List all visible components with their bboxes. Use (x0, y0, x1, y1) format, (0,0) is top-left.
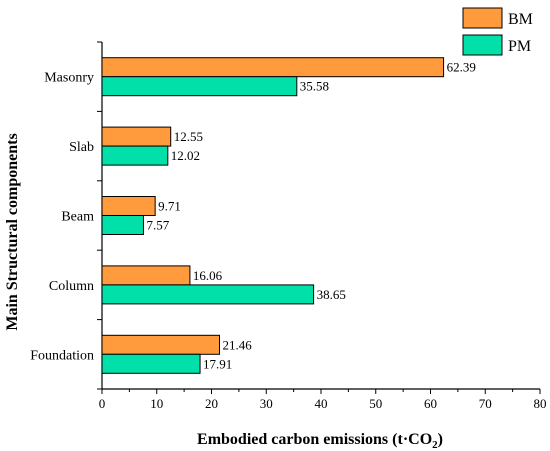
legend-label-bm: BM (508, 11, 533, 28)
bar-pm-foundation (101, 353, 201, 374)
category-label-slab: Slab (69, 140, 94, 155)
value-labels-group: 62.39 35.58 12.55 12.02 9.71 7.57 16.06 38.65 21… (146, 60, 475, 372)
value-label-pm-foundation: 17.91 (203, 356, 232, 371)
y-axis-title: Main Structural components (4, 133, 21, 330)
legend-swatch-bm (462, 7, 503, 29)
value-label-bm-masonry: 62.39 (447, 60, 476, 75)
value-label-bm-foundation: 21.46 (222, 337, 252, 352)
x-tick-label: 10 (150, 396, 163, 411)
bar-bm-foundation (101, 334, 220, 355)
value-label-pm-slab: 12.02 (171, 148, 200, 163)
value-label-pm-beam: 7.57 (146, 218, 169, 233)
category-label-beam: Beam (61, 210, 94, 225)
bar-pm-slab (101, 145, 169, 166)
bar-bm-masonry (101, 57, 445, 78)
value-label-bm-slab: 12.55 (174, 129, 203, 144)
category-label-masonry: Masonry (44, 71, 94, 86)
legend: BM PM (462, 7, 533, 56)
bar-bm-slab (101, 126, 172, 147)
x-axis-title: Embodied carbon emissions (t·CO2) (197, 431, 443, 451)
bar-bm-beam (101, 196, 156, 216)
x-tick-label: 60 (424, 396, 437, 411)
x-tick-label: 0 (99, 396, 106, 411)
y-axis: Masonry Slab Beam Column Foundation (30, 41, 102, 390)
x-tick-label: 50 (369, 396, 382, 411)
x-axis: 0 10 20 30 40 50 60 70 80 (99, 389, 547, 411)
category-label-foundation: Foundation (30, 348, 94, 363)
x-tick-label: 20 (205, 396, 218, 411)
bar-pm-masonry (101, 76, 298, 97)
x-tick-label: 30 (260, 396, 273, 411)
value-label-bm-column: 16.06 (193, 268, 223, 283)
value-label-pm-column: 38.65 (317, 287, 346, 302)
category-label-column: Column (49, 279, 94, 294)
x-tick-label: 80 (534, 396, 547, 411)
bar-pm-column (101, 284, 315, 305)
bars-group (101, 57, 445, 374)
bar-bm-column (101, 265, 191, 286)
legend-label-pm: PM (508, 38, 531, 55)
value-label-pm-masonry: 35.58 (300, 79, 329, 94)
bar-pm-beam (101, 215, 144, 235)
x-tick-label: 40 (315, 396, 328, 411)
x-tick-label: 70 (479, 396, 492, 411)
legend-swatch-pm (462, 34, 503, 56)
value-label-bm-beam: 9.71 (158, 199, 181, 214)
